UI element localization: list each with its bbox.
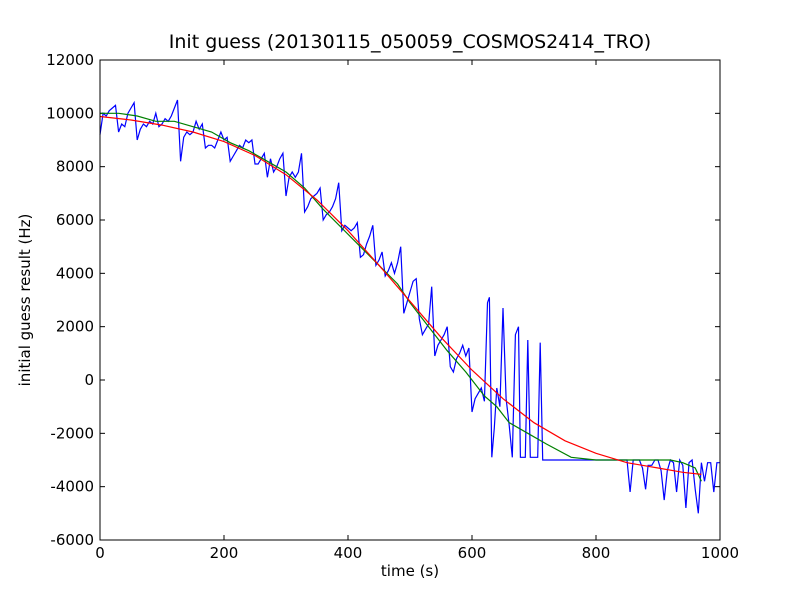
x-tick-label: 0 (95, 544, 105, 562)
x-axis-label: time (s) (381, 562, 439, 580)
x-tick-label: 200 (210, 544, 239, 562)
y-tick-label: 0 (84, 371, 94, 389)
x-tick-label: 600 (458, 544, 487, 562)
y-axis-label: initial guess result (Hz) (16, 214, 34, 387)
x-tick-label: 1000 (701, 544, 739, 562)
x-tick-label: 800 (582, 544, 611, 562)
y-tick-label: 6000 (56, 211, 94, 229)
x-tick-label: 400 (334, 544, 363, 562)
y-tick-label: -4000 (50, 478, 94, 496)
y-tick-label: 12000 (46, 51, 94, 69)
tick-group: 0 200 400 600 800 1000 -6000 -4000 -2000 0 2000 400… (46, 51, 739, 562)
plot-frame (99, 59, 721, 541)
y-tick-label: 4000 (56, 264, 94, 282)
y-tick-label: 2000 (56, 318, 94, 336)
y-tick-label: 10000 (46, 104, 94, 122)
y-tick-label: 8000 (56, 158, 94, 176)
series-line-red (99, 115, 702, 475)
series-group (99, 99, 720, 514)
y-tick-label: -2000 (50, 424, 94, 442)
chart-title: Init guess (20130115_050059_COSMOS2414_T… (169, 31, 651, 53)
y-tick-label: -6000 (50, 531, 94, 549)
